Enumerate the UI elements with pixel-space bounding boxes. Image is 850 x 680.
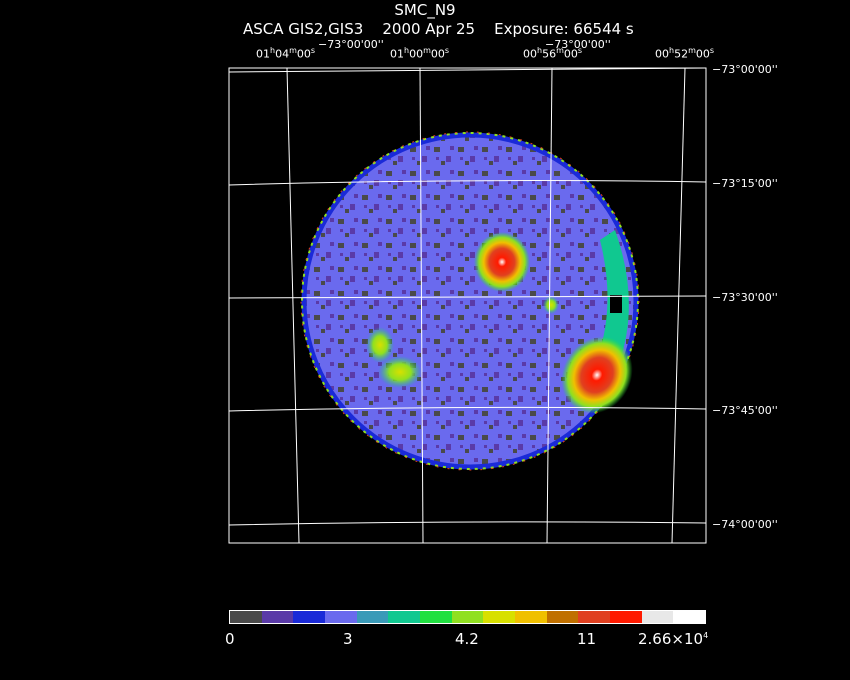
dec-label-3: −73°30'00'' (712, 291, 778, 304)
colorbar-swatch (325, 611, 357, 623)
colorbar-swatch (546, 611, 579, 623)
dec-label-2: −73°15'00'' (712, 177, 778, 190)
colorbar-swatch (261, 611, 294, 623)
dec-label-4: −73°45'00'' (712, 404, 778, 417)
colorbar-swatch (641, 611, 674, 623)
colorbar-label-3: 3 (343, 630, 353, 648)
ra-label-3: 00h56m00s (523, 46, 583, 61)
image-subtitle: ASCA GIS2,GIS3 2000 Apr 25 Exposure: 665… (243, 20, 634, 38)
ra-label-4: 00h52m00s (655, 46, 715, 61)
colorbar (229, 610, 706, 624)
colorbar-swatch (515, 611, 547, 623)
dec-label-5: −74°00'00'' (712, 518, 778, 531)
colorbar-swatch (388, 611, 421, 623)
colorbar-label-max: 2.66×104 (638, 630, 709, 648)
colorbar-swatch (610, 611, 642, 623)
colorbar-swatch (483, 611, 516, 623)
eastern-diffuse-source (378, 356, 422, 388)
colorbar-swatch (578, 611, 611, 623)
small-source (543, 296, 559, 314)
central-source (474, 232, 530, 292)
dec-top-label-1: −73°00'00'' (318, 38, 384, 51)
colorbar-label-4-2: 4.2 (455, 630, 479, 648)
southwest-bright-source (561, 336, 633, 414)
colorbar-label-11: 11 (577, 630, 597, 648)
dec-label-1: −73°00'00'' (712, 63, 778, 76)
ra-label-2: 01h00m00s (390, 46, 450, 61)
colorbar-label-0: 0 (225, 630, 235, 648)
colorbar-swatch (356, 611, 389, 623)
ra-label-1: 01h04m00s (256, 46, 316, 61)
colorbar-swatch (673, 611, 706, 623)
colorbar-swatch (293, 611, 326, 623)
colorbar-swatch (451, 611, 484, 623)
dec-top-label-2: −73°00'00'' (545, 38, 611, 51)
colorbar-swatch (230, 611, 262, 623)
image-title: SMC_N9 (394, 1, 456, 19)
colorbar-swatch (420, 611, 452, 623)
